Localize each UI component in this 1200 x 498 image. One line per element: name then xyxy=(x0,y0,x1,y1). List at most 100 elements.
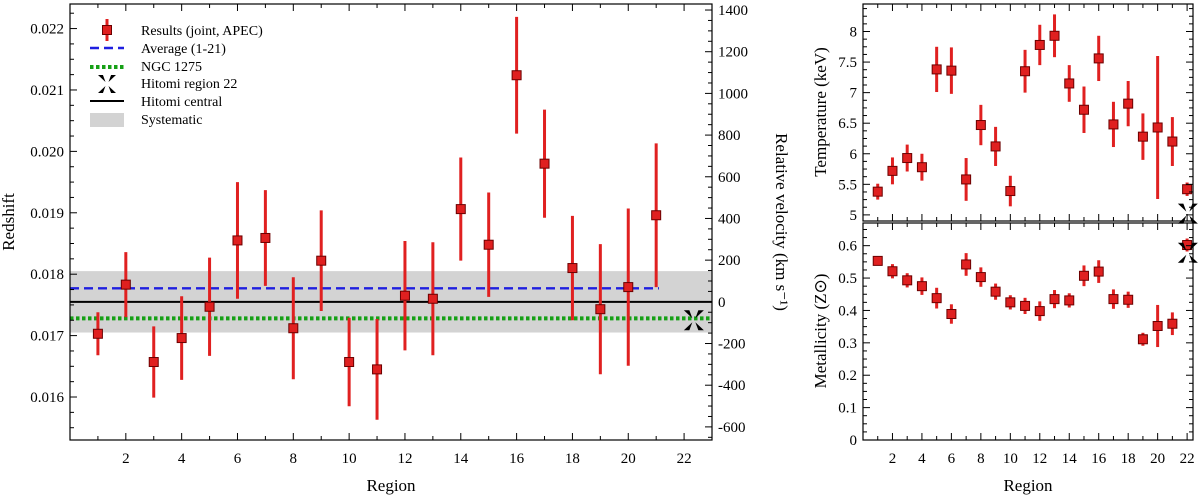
redshift-data-point xyxy=(148,357,159,368)
temperature-data-point xyxy=(1093,53,1104,64)
velocity-y-tick-label: 400 xyxy=(718,211,741,227)
redshift-data-point xyxy=(176,333,187,344)
velocity-y-axis-title: Relative velocity (km s⁻¹) xyxy=(772,133,791,311)
metallicity-data-point xyxy=(887,266,898,277)
metallicity-data-point xyxy=(1123,294,1134,305)
redshift-data-point xyxy=(288,323,299,334)
velocity-y-tick-label: 1400 xyxy=(718,3,748,19)
redshift-data-point xyxy=(483,239,494,250)
temperature-data-point xyxy=(931,64,942,75)
temperature-data-point xyxy=(1034,39,1045,50)
redshift-x-tick-label: 8 xyxy=(290,451,298,467)
temperature-y-tick-label: 8 xyxy=(850,25,858,41)
temperature-data-point xyxy=(1005,186,1016,197)
temperature-plot-frame xyxy=(862,3,1194,222)
legend-label-hitomi-region: Hitomi region 22 xyxy=(141,77,237,92)
redshift-y-tick-label: 0.018 xyxy=(30,267,64,283)
temperature-data-point xyxy=(1064,78,1075,89)
temperature-panel: 5 5.5 6 6.5 7 7.5 8 Temperature (keV) xyxy=(811,3,1198,224)
redshift-y-tick-label: 0.017 xyxy=(30,329,64,345)
legend-results-marker xyxy=(102,25,112,35)
metallicity-x-tick-label: 14 xyxy=(1062,451,1078,467)
redshift-y-tick-label: 0.016 xyxy=(30,390,64,406)
temperature-data-point xyxy=(1078,104,1089,115)
legend-hitomi-icon xyxy=(98,75,116,93)
redshift-data-point xyxy=(232,235,243,246)
velocity-y-tick-label: -600 xyxy=(718,420,746,436)
metallicity-y-tick-label: 0 xyxy=(850,433,858,449)
metallicity-x-tick-label: 6 xyxy=(948,451,956,467)
temperature-data-point xyxy=(975,120,986,131)
velocity-y-tick-label: 1200 xyxy=(718,45,748,61)
redshift-data-point xyxy=(120,279,131,290)
velocity-y-tick-label: -200 xyxy=(718,337,746,353)
legend-hitomi-region-marker xyxy=(98,75,116,93)
legend-label-systematic: Systematic xyxy=(141,113,202,128)
redshift-panel: 2 4 6 8 10 12 14 16 18 20 22 0.016 0.017 0.018 0.019 0.… xyxy=(0,3,791,495)
temperature-data-point xyxy=(961,174,972,185)
legend-label-hitomi-central: Hitomi central xyxy=(141,95,222,110)
redshift-x-tick-label: 10 xyxy=(342,451,357,467)
metallicity-plot-frame xyxy=(862,222,1194,441)
redshift-y-tick-label: 0.021 xyxy=(30,83,64,99)
metallicity-data-point xyxy=(916,281,927,292)
metallicity-y-tick-label: 0.3 xyxy=(838,336,857,352)
metallicity-x-tick-label: 16 xyxy=(1091,451,1107,467)
redshift-y-tick-label: 0.022 xyxy=(30,22,64,38)
redshift-y-axis-title: Redshift xyxy=(0,193,18,251)
metallicity-data-point xyxy=(1034,306,1045,317)
redshift-data-point xyxy=(344,357,355,368)
redshift-data-point xyxy=(651,210,662,221)
redshift-hitomi-region-22-marker xyxy=(683,310,704,331)
redshift-data-point xyxy=(455,204,466,215)
velocity-y-tick-label: 1000 xyxy=(718,86,748,102)
metallicity-x-tick-label: 4 xyxy=(918,451,926,467)
redshift-data-point xyxy=(595,304,606,315)
metallicity-data-point xyxy=(1005,297,1016,308)
metallicity-x-tick-label: 2 xyxy=(889,451,897,467)
metallicity-x-axis-title: Region xyxy=(1003,476,1053,495)
redshift-data-point xyxy=(260,232,271,243)
redshift-data-point xyxy=(316,255,327,266)
redshift-data-point xyxy=(623,282,634,293)
redshift-data-point xyxy=(427,293,438,304)
metallicity-data-point xyxy=(975,272,986,283)
velocity-y-tick-label: -400 xyxy=(718,378,746,394)
temperature-data-point xyxy=(1108,119,1119,130)
temperature-y-tick-label: 6 xyxy=(850,147,858,163)
metallicity-y-tick-label: 0.5 xyxy=(838,271,857,287)
temperature-y-tick-label: 7.5 xyxy=(838,55,857,71)
temperature-y-tick-label: 6.5 xyxy=(838,116,857,132)
velocity-y-tick-label: 200 xyxy=(718,253,741,269)
metallicity-x-tick-label: 12 xyxy=(1032,451,1047,467)
redshift-data-point xyxy=(92,328,103,339)
redshift-data-point xyxy=(204,301,215,312)
temperature-y-tick-label: 5 xyxy=(850,208,858,224)
temperature-data-point xyxy=(1049,30,1060,41)
temperature-data-point xyxy=(887,165,898,176)
metallicity-x-tick-label: 22 xyxy=(1180,451,1195,467)
metallicity-data-point xyxy=(961,259,972,270)
metallicity-data-point xyxy=(1020,300,1031,311)
metallicity-data-point xyxy=(1152,320,1163,331)
redshift-x-axis-title: Region xyxy=(366,476,416,495)
temperature-data-point xyxy=(1137,131,1148,142)
redshift-data-point xyxy=(567,263,578,274)
velocity-y-tick-label: 800 xyxy=(718,128,741,144)
redshift-data-point xyxy=(539,158,550,169)
temperature-data-point xyxy=(1167,136,1178,147)
temperature-data-point xyxy=(990,141,1001,152)
redshift-data-point xyxy=(399,290,410,301)
redshift-x-tick-label: 12 xyxy=(397,451,412,467)
temperature-data-point xyxy=(872,186,883,197)
redshift-y-tick-label: 0.020 xyxy=(30,144,64,160)
metallicity-x-tick-label: 8 xyxy=(977,451,985,467)
legend-label-ngc: NGC 1275 xyxy=(141,60,202,75)
redshift-x-tick-label: 20 xyxy=(621,451,636,467)
metallicity-x-tick-label: 10 xyxy=(1003,451,1018,467)
redshift-x-tick-label: 18 xyxy=(565,451,580,467)
metallicity-y-tick-label: 0.6 xyxy=(838,239,857,255)
metallicity-data-point xyxy=(931,293,942,304)
legend-label-average: Average (1-21) xyxy=(141,42,226,57)
